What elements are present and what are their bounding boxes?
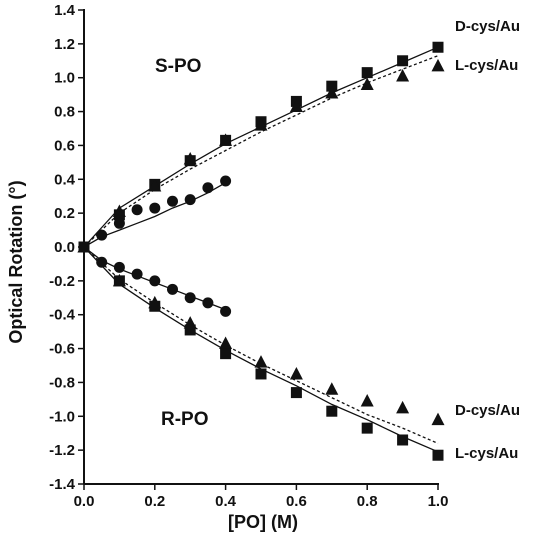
y-tick-label: -0.6 bbox=[49, 341, 75, 358]
triangle-marker bbox=[360, 77, 374, 90]
triangle-marker bbox=[219, 336, 233, 349]
triangle-marker bbox=[254, 118, 268, 131]
triangle-marker bbox=[112, 204, 126, 217]
circle-marker bbox=[220, 175, 232, 187]
x-tick-label: 0.4 bbox=[215, 493, 237, 510]
y-axis-title: Optical Rotation (°) bbox=[6, 180, 26, 343]
x-axis-title: [PO] (M) bbox=[228, 512, 298, 532]
square-marker bbox=[113, 275, 125, 287]
square-marker bbox=[432, 41, 444, 53]
triangle-marker bbox=[289, 366, 303, 380]
triangle-marker bbox=[289, 99, 303, 112]
triangle-marker bbox=[325, 85, 339, 99]
axes bbox=[83, 9, 439, 485]
fit-lines bbox=[83, 46, 439, 453]
s-top-series-label: D-cys/Au bbox=[455, 18, 520, 35]
triangle-marker bbox=[219, 133, 233, 146]
circle-marker bbox=[96, 229, 108, 241]
y-tick-label: 0.6 bbox=[54, 137, 75, 154]
triangle-marker bbox=[148, 179, 162, 192]
y-tick-label: -1.2 bbox=[49, 442, 75, 459]
circle-marker bbox=[131, 204, 143, 216]
y-tick-label: 1.4 bbox=[54, 2, 76, 19]
x-tick-label: 0.8 bbox=[357, 493, 378, 510]
y-tick-label: -1.4 bbox=[49, 476, 76, 493]
square-marker bbox=[290, 387, 302, 399]
circle-marker bbox=[202, 182, 214, 194]
circle-marker bbox=[167, 283, 178, 295]
circle-marker bbox=[149, 202, 161, 214]
y-tick-label: -0.8 bbox=[49, 374, 75, 391]
circle-marker bbox=[184, 292, 196, 304]
triangle-marker bbox=[183, 151, 197, 165]
r-top-series-label: D-cys/Au bbox=[455, 402, 520, 419]
x-tick-label: 0.0 bbox=[74, 493, 95, 510]
circle-marker bbox=[167, 195, 178, 207]
y-tick-label: -1.0 bbox=[49, 408, 75, 425]
y-tick-label: 0.0 bbox=[54, 239, 75, 256]
circle-marker bbox=[113, 217, 125, 229]
triangle-marker bbox=[360, 394, 374, 407]
data-markers bbox=[77, 41, 445, 461]
square-marker bbox=[149, 300, 161, 312]
triangle-marker bbox=[396, 69, 410, 82]
triangle-marker bbox=[254, 355, 268, 368]
circle-marker bbox=[113, 261, 125, 273]
square-marker bbox=[397, 55, 409, 67]
square-marker bbox=[184, 324, 196, 336]
fit-line bbox=[83, 182, 226, 248]
r-second-series-label: L-cys/Au bbox=[455, 445, 518, 462]
square-marker bbox=[220, 348, 232, 360]
square-marker bbox=[361, 67, 373, 79]
square-marker bbox=[326, 405, 338, 417]
square-marker bbox=[397, 434, 409, 446]
x-tick-label: 1.0 bbox=[428, 493, 449, 510]
y-tick-label: 0.2 bbox=[54, 205, 75, 222]
circle-marker bbox=[149, 275, 161, 287]
triangle-marker bbox=[431, 58, 445, 72]
axis-ticks: 1.4 1.2 1.0 0.8 0.6 0.4 0.2 0.0 -0.2 -0.4 -0.6 -0.8… bbox=[49, 2, 448, 510]
triangle-marker bbox=[396, 400, 410, 414]
r-po-label: R-PO bbox=[161, 409, 209, 430]
y-tick-label: 1.2 bbox=[54, 36, 75, 53]
fit-line bbox=[83, 246, 439, 444]
y-tick-label: 0.8 bbox=[54, 104, 75, 121]
circle-marker bbox=[202, 297, 214, 309]
fit-line bbox=[83, 55, 439, 248]
square-marker bbox=[255, 368, 267, 380]
circle-marker bbox=[131, 268, 143, 280]
circle-marker bbox=[96, 256, 108, 268]
s-second-series-label: L-cys/Au bbox=[455, 57, 518, 74]
square-marker bbox=[361, 422, 373, 434]
y-tick-label: -0.2 bbox=[49, 273, 75, 290]
circle-marker bbox=[220, 305, 232, 317]
triangle-marker bbox=[325, 382, 339, 395]
fit-line bbox=[83, 46, 439, 248]
x-tick-label: 0.6 bbox=[286, 493, 307, 510]
y-tick-label: 1.0 bbox=[54, 70, 75, 87]
triangle-marker bbox=[431, 412, 445, 426]
y-tick-label: -0.4 bbox=[49, 307, 76, 324]
circle-marker bbox=[184, 194, 196, 206]
square-marker bbox=[432, 449, 444, 461]
y-tick-label: 0.4 bbox=[54, 171, 76, 188]
s-po-label: S-PO bbox=[155, 56, 201, 77]
x-tick-label: 0.2 bbox=[144, 493, 165, 510]
